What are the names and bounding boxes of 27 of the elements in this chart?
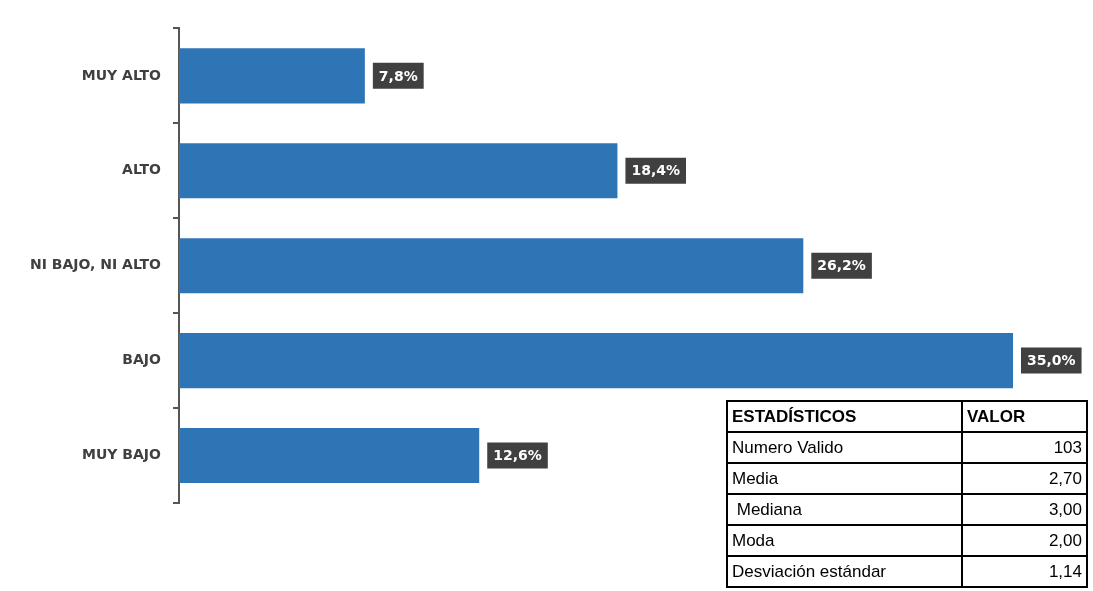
text: 103 — [962, 432, 1087, 463]
bar — [178, 333, 1013, 389]
annotation: VALOR — [962, 401, 1087, 432]
bar — [178, 48, 365, 104]
annotation: Mediana — [727, 494, 962, 525]
data-label: 12,6% — [493, 447, 542, 464]
text: 1,14 — [962, 556, 1087, 587]
text: 3,00 — [962, 494, 1087, 525]
bar — [178, 238, 804, 294]
text: Desviación estándar — [727, 556, 962, 587]
data-label: 7,8% — [378, 67, 418, 84]
text: 2,00 — [962, 525, 1087, 556]
annotation: ESTADÍSTICOS — [727, 401, 962, 432]
annotation: Numero Valido — [727, 432, 962, 463]
data-label: 26,2% — [817, 257, 866, 274]
y-tick-label: ALTO — [122, 161, 162, 178]
y-tick-label: MUY ALTO — [81, 66, 162, 83]
y-tick-label: NI BAJO, NI ALTO — [29, 256, 162, 273]
data-label: 18,4% — [631, 162, 681, 179]
y-tick-label: MUY BAJO — [82, 446, 162, 463]
bar — [178, 428, 480, 484]
text: Moda — [727, 525, 962, 556]
annotation: Media — [727, 463, 962, 494]
text: 2,70 — [962, 463, 1087, 494]
bar — [178, 143, 618, 199]
data-label: 35,0% — [1027, 352, 1076, 369]
y-tick-label: BAJO — [122, 351, 162, 368]
